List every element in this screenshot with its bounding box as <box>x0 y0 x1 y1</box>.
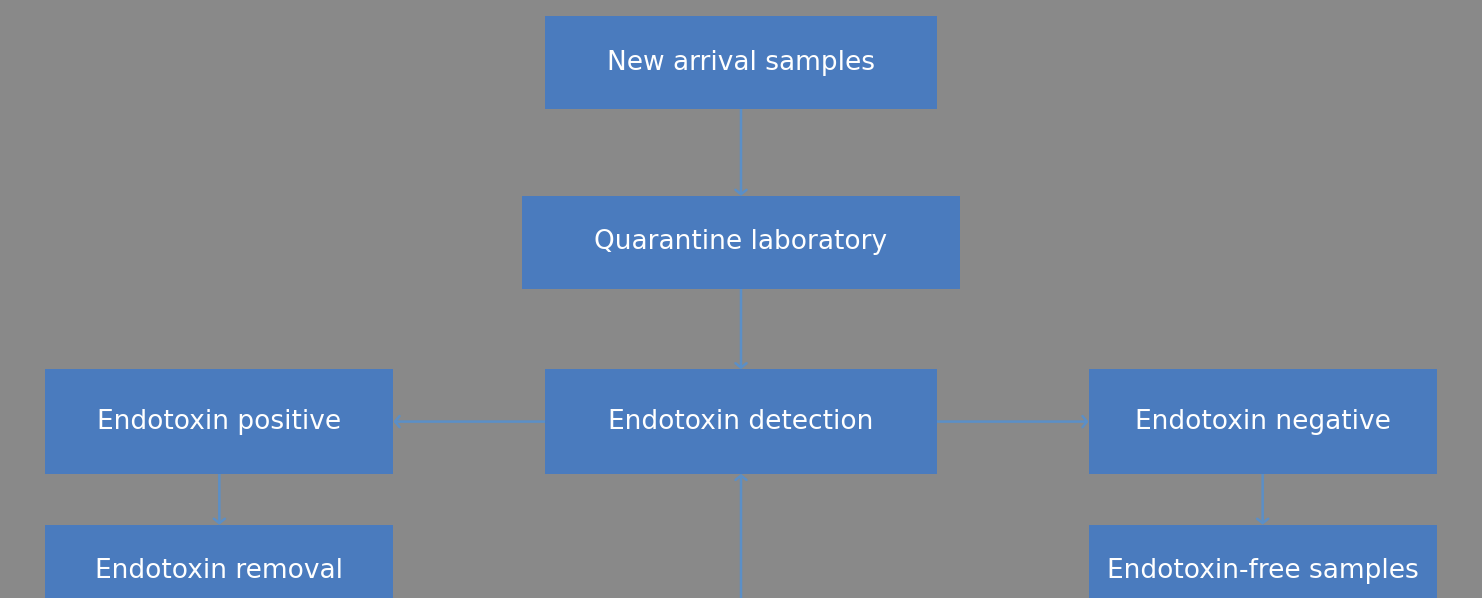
FancyBboxPatch shape <box>545 370 938 474</box>
Text: Endotoxin removal: Endotoxin removal <box>95 558 344 584</box>
Text: New arrival samples: New arrival samples <box>608 50 874 76</box>
FancyBboxPatch shape <box>545 16 938 109</box>
Text: Endotoxin negative: Endotoxin negative <box>1135 408 1390 435</box>
FancyBboxPatch shape <box>523 196 960 289</box>
Text: Endotoxin detection: Endotoxin detection <box>608 408 874 435</box>
FancyBboxPatch shape <box>44 525 393 598</box>
Text: Endotoxin-free samples: Endotoxin-free samples <box>1107 558 1418 584</box>
FancyBboxPatch shape <box>1088 525 1436 598</box>
Text: Endotoxin positive: Endotoxin positive <box>98 408 341 435</box>
FancyBboxPatch shape <box>44 370 393 474</box>
Text: Quarantine laboratory: Quarantine laboratory <box>594 229 888 255</box>
FancyBboxPatch shape <box>1088 370 1436 474</box>
